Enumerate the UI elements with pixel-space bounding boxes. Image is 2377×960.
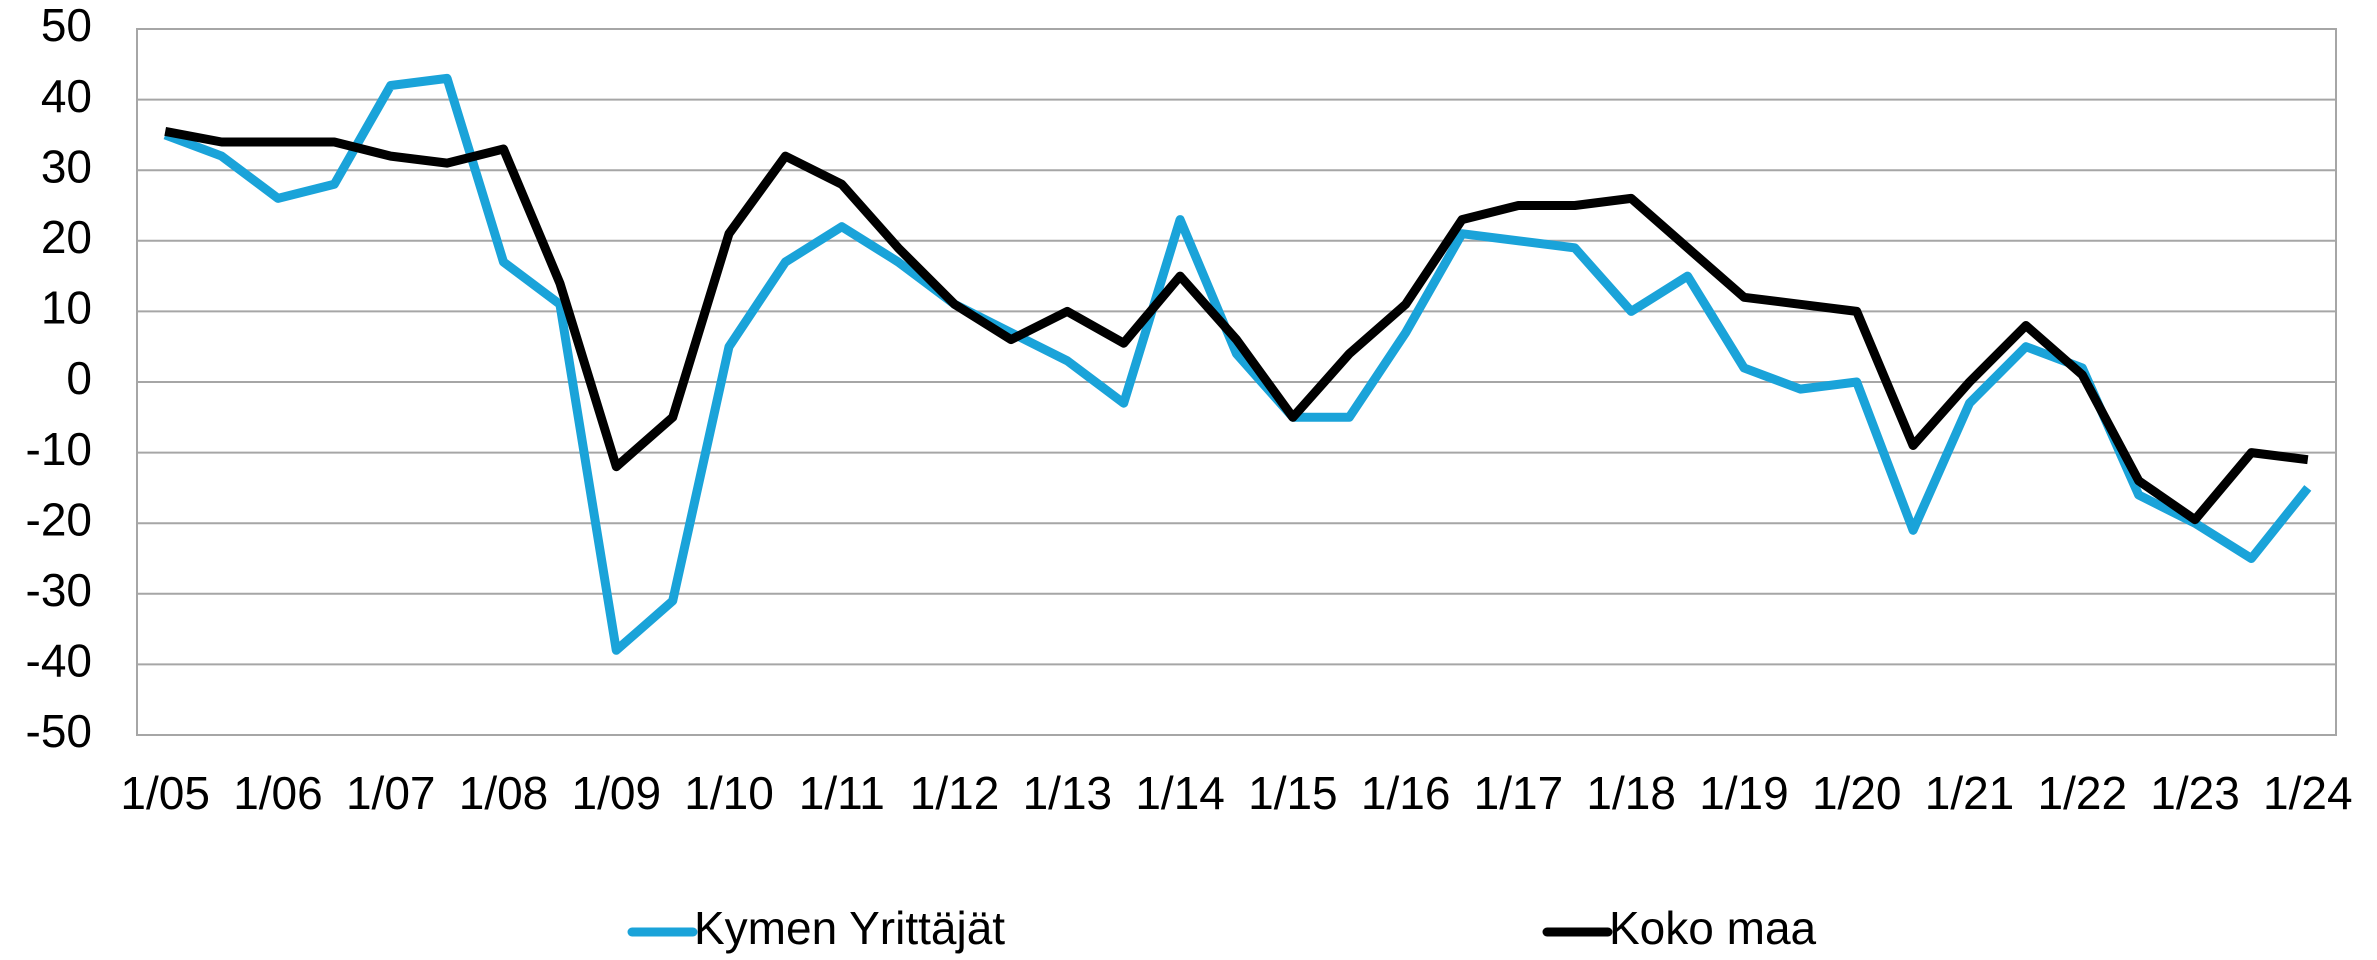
x-tick-label: 1/19	[1699, 767, 1789, 819]
y-tick-label: -10	[26, 423, 92, 475]
y-tick-label: 30	[41, 140, 92, 192]
x-tick-label: 1/22	[2038, 767, 2128, 819]
x-tick-label: 1/14	[1135, 767, 1225, 819]
x-tick-label: 1/24	[2263, 767, 2353, 819]
x-tick-label: 1/21	[1925, 767, 2015, 819]
x-tick-label: 1/18	[1586, 767, 1676, 819]
x-tick-label: 1/05	[120, 767, 210, 819]
y-tick-label: -40	[26, 635, 92, 687]
y-tick-label: 50	[41, 0, 92, 51]
plot-frame	[136, 28, 2337, 736]
y-tick-label: 20	[41, 211, 92, 263]
x-tick-label: 1/13	[1023, 767, 1113, 819]
y-tick-label: 10	[41, 282, 92, 334]
series-line	[164, 126, 2309, 525]
legend-label: Kymen Yrittäjät	[694, 902, 1005, 954]
x-tick-label: 1/11	[799, 767, 885, 819]
y-tick-label: -30	[26, 564, 92, 616]
x-tick-label: 1/15	[1248, 767, 1338, 819]
y-tick-label: -20	[26, 493, 92, 545]
y-tick-label: 0	[66, 352, 92, 404]
x-tick-label: 1/17	[1474, 767, 1564, 819]
x-tick-label: 1/16	[1361, 767, 1451, 819]
x-tick-label: 1/20	[1812, 767, 1902, 819]
x-tick-label: 1/06	[233, 767, 323, 819]
x-tick-label: 1/12	[910, 767, 1000, 819]
x-tick-label: 1/08	[459, 767, 549, 819]
y-tick-label: 40	[41, 70, 92, 122]
legend-label: Koko maa	[1609, 902, 1817, 954]
series-line	[163, 73, 2312, 655]
x-tick-label: 1/09	[572, 767, 662, 819]
x-tick-label: 1/10	[684, 767, 774, 819]
x-tick-label: 1/23	[2150, 767, 2240, 819]
y-tick-label: -50	[26, 705, 92, 757]
x-tick-label: 1/07	[346, 767, 436, 819]
